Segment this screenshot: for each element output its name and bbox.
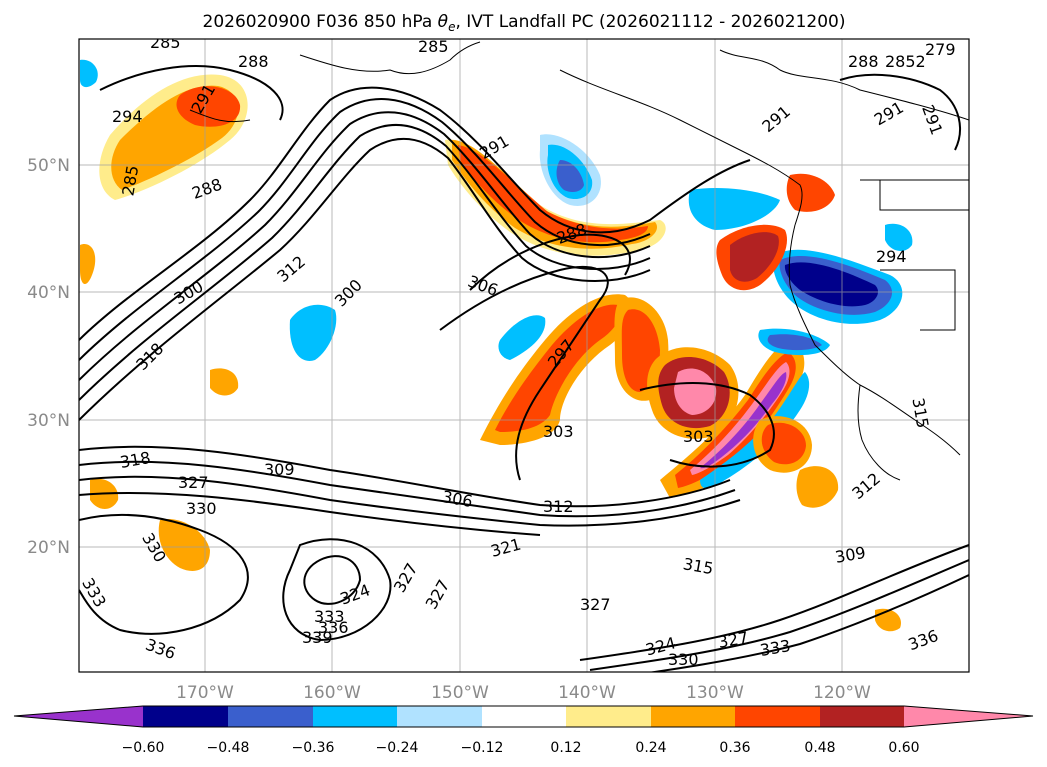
lon-label: 140°W bbox=[558, 683, 616, 703]
colorbar-tick-label: 0.24 bbox=[635, 740, 666, 756]
contour-label: 330 bbox=[668, 650, 699, 669]
colorbar-tick-label: −0.60 bbox=[122, 740, 165, 756]
colorbar-swatch bbox=[482, 706, 566, 727]
colorbar-swatch bbox=[143, 706, 228, 727]
colorbar-swatch bbox=[820, 706, 904, 727]
contour-label: 309 bbox=[264, 460, 295, 479]
colorbar-tick-label: 0.36 bbox=[719, 740, 750, 756]
contour-label: 333 bbox=[314, 607, 345, 626]
contour-label: 285 bbox=[418, 37, 449, 56]
lon-label: 170°W bbox=[176, 683, 234, 703]
colorbar-tick-label: −0.24 bbox=[376, 740, 419, 756]
lon-label: 130°W bbox=[686, 683, 744, 703]
lon-label: 160°W bbox=[303, 683, 361, 703]
lon-label: 120°W bbox=[813, 683, 871, 703]
contour-label: 288 bbox=[848, 52, 879, 71]
lon-labels: 170°W 160°W 150°W 140°W 130°W 120°W bbox=[176, 683, 871, 703]
colorbar-tick-label: 0.12 bbox=[550, 740, 581, 756]
contour-label: 303 bbox=[683, 427, 714, 446]
lat-label: 20°N bbox=[27, 538, 70, 558]
coastlines bbox=[189, 41, 969, 481]
colorbar-tick-label: −0.12 bbox=[461, 740, 504, 756]
colorbar-tick-label: −0.36 bbox=[292, 740, 335, 756]
figure-title: 2026020900 F036 850 hPa θe, IVT Landfall… bbox=[203, 12, 846, 34]
graticule bbox=[79, 39, 969, 672]
contour-label: 303 bbox=[543, 422, 574, 441]
lat-label: 40°N bbox=[27, 283, 70, 303]
contour-label: 288 bbox=[238, 52, 269, 71]
contour-label: 294 bbox=[876, 247, 907, 266]
colorbar-swatch bbox=[228, 706, 313, 727]
colorbar-extend-low bbox=[14, 706, 143, 727]
colorbar-tick-label: 0.48 bbox=[804, 740, 835, 756]
colorbar-ticks: −0.60 −0.48 −0.36 −0.24 −0.12 0.12 0.24 … bbox=[122, 740, 920, 756]
lon-label: 150°W bbox=[431, 683, 489, 703]
contour-label: 336 bbox=[318, 618, 349, 637]
colorbar: −0.60 −0.48 −0.36 −0.24 −0.12 0.12 0.24 … bbox=[13, 705, 1034, 756]
contour-label: 294 bbox=[112, 107, 143, 126]
lat-label: 30°N bbox=[27, 411, 70, 431]
lat-labels: 50°N 40°N 30°N 20°N bbox=[27, 156, 70, 558]
colorbar-extend-high bbox=[904, 706, 1033, 727]
map-frame bbox=[78, 38, 970, 673]
colorbar-tick-label: 0.60 bbox=[888, 740, 919, 756]
contour-label: 327 bbox=[580, 595, 611, 614]
contours bbox=[79, 65, 969, 672]
contour-label: 2852 bbox=[885, 52, 926, 71]
contour-label: 330 bbox=[186, 499, 217, 518]
colorbar-swatch bbox=[566, 706, 651, 727]
map-panel: 285 288 294 291 285 288 285 291 288 291 … bbox=[79, 33, 969, 672]
contour-label: 285 bbox=[150, 33, 181, 52]
colorbar-outline bbox=[13, 705, 1034, 728]
contour-label: 327 bbox=[178, 473, 209, 492]
colorbar-swatch bbox=[397, 706, 482, 727]
colorbar-tick-label: −0.48 bbox=[207, 740, 250, 756]
contour-label: 312 bbox=[543, 497, 574, 516]
colorbar-swatch bbox=[735, 706, 820, 727]
colorbar-swatch bbox=[651, 706, 735, 727]
colorbar-swatch bbox=[313, 706, 397, 727]
lat-label: 50°N bbox=[27, 156, 70, 176]
contour-label: 279 bbox=[925, 40, 956, 59]
contour-label: 339 bbox=[302, 628, 333, 647]
